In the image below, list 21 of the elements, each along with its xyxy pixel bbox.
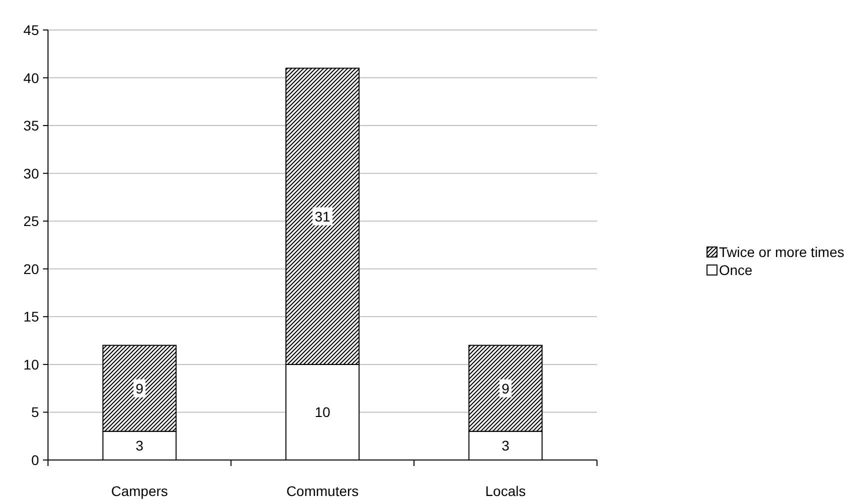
y-tick-label: 30 (23, 165, 40, 182)
data-label: 31 (314, 208, 330, 224)
y-tick-label: 10 (23, 356, 40, 372)
legend-label: Twice or more times (719, 244, 844, 260)
x-tick-label: Commuters (286, 483, 359, 499)
data-label: 9 (136, 380, 144, 396)
x-tick-label: Locals (485, 483, 526, 499)
y-tick-label: 25 (23, 213, 40, 230)
x-tick-label: Campers (111, 483, 168, 499)
data-label: 10 (314, 404, 330, 420)
y-tick-label: 5 (31, 404, 40, 420)
data-label: 9 (502, 380, 510, 396)
data-label: 3 (502, 438, 510, 454)
y-tick-label: 40 (23, 70, 40, 86)
y-tick-label: 45 (23, 22, 40, 38)
y-tick-label: 15 (23, 308, 40, 325)
y-tick-label: 20 (23, 260, 40, 277)
legend-label: Once (719, 262, 753, 278)
y-tick-label: 35 (23, 118, 40, 134)
data-label: 3 (136, 438, 144, 454)
y-tick-label: 0 (31, 452, 40, 468)
